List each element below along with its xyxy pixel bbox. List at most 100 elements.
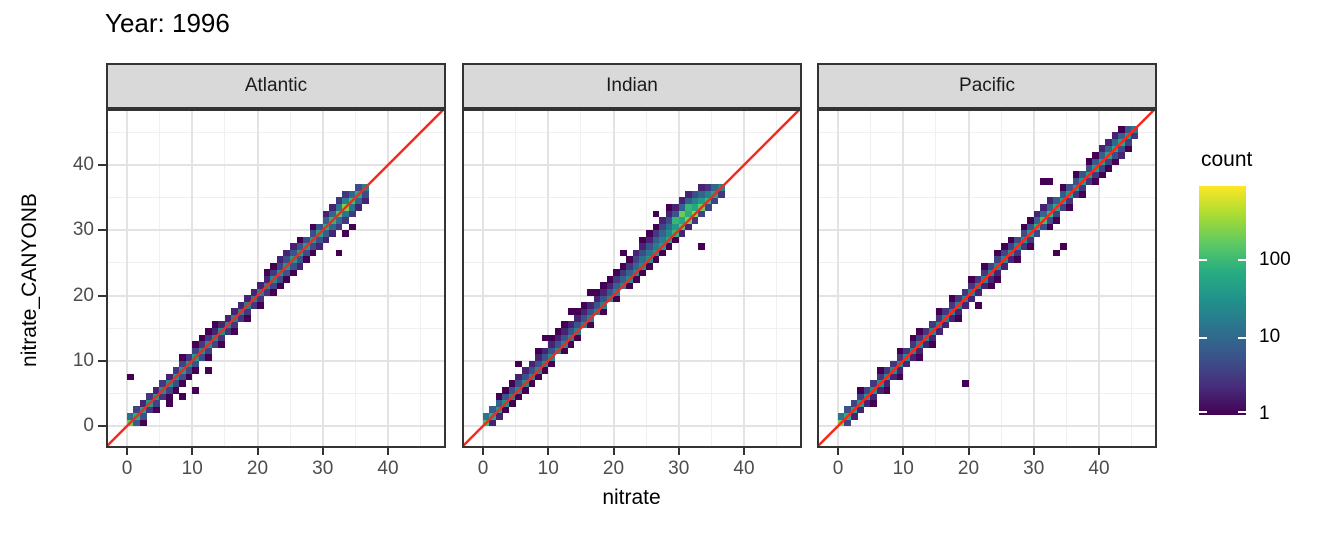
bin-cell [1131,125,1139,133]
x-tick-mark [677,448,680,455]
gridline-major-x [321,111,324,446]
bin-cell [192,386,199,394]
bin-cell [231,327,239,335]
gridline-minor-y [819,327,1155,329]
gridline-major-x [677,111,680,446]
bin-cell [698,243,705,250]
bin-cell [192,360,199,368]
bin-cell [348,210,356,218]
bin-cell [870,393,878,401]
gridline-major-y [464,164,800,166]
bin-cell [152,399,160,407]
x-tick-label: 0 [477,458,489,479]
legend-tick-mark [1238,411,1246,413]
bin-cell [955,308,963,316]
bin-cell [185,373,193,381]
gridline-major-x [387,111,389,446]
bin-cell [857,406,865,414]
y-tick-mark [98,425,106,427]
bin-cell [665,243,673,250]
bin-cell [1053,249,1060,257]
bin-cell [166,399,173,407]
legend-tick-mark [1238,336,1246,339]
x-tick-label: 20 [957,458,980,479]
bin-cell [489,419,497,427]
gridline-major-x [191,111,194,446]
bin-cell [322,236,330,244]
bin-cell [672,236,679,244]
bin-cell [205,367,212,374]
gridline-minor-x [354,111,356,446]
bin-cell [289,269,297,277]
bin-cell [329,230,336,237]
bin-cell [502,406,510,414]
bin-cell [1079,190,1087,198]
bin-cell [600,301,608,309]
bin-cell [218,341,225,348]
x-tick-mark [1098,448,1100,455]
bin-cell [587,321,595,329]
x-tick-label: 0 [121,458,133,479]
legend-title: count [1201,148,1253,171]
bin-cell [691,217,699,224]
x-tick-label: 40 [1088,458,1110,479]
x-tick-mark [1032,448,1035,455]
bin-cell [659,249,666,257]
bin-cell [522,386,529,394]
gridline-minor-y [464,131,800,133]
y-tick-mark [98,359,106,362]
y-tick-label: 10 [72,349,94,371]
y-tick-label: 20 [72,284,94,306]
gridline-minor-y [819,131,1155,133]
bin-cell [1014,256,1021,263]
bin-cell [711,197,719,205]
facet-strip-label: Atlantic [244,75,308,96]
facet-strip-label: Pacific [959,75,1015,96]
gridline-major-y [464,359,800,362]
bin-cell [685,223,692,231]
bin-cell [961,301,969,309]
y-tick-label: 0 [83,415,94,436]
y-axis-title: nitrate_CANYONB [18,193,41,367]
bin-cell [994,275,1002,283]
bin-cell [883,380,891,387]
facet-panel-indian [462,109,802,448]
bin-cell [587,314,595,322]
bin-cell [231,321,239,329]
bin-cell [1027,236,1034,244]
x-tick-label: 30 [668,458,690,479]
legend-tick-mark [1199,259,1207,261]
gridline-minor-y [464,197,800,199]
bin-cell [935,327,943,335]
bin-cell [355,204,363,211]
bin-cell [974,301,982,309]
gridline-minor-x [1131,111,1133,446]
bin-cell [548,354,555,361]
bin-cell [929,341,936,348]
x-tick-mark [967,448,970,455]
gridline-major-x [126,111,128,446]
bin-cell [916,354,923,361]
legend-tick-mark [1238,259,1246,261]
x-tick-label: 30 [1023,458,1045,479]
bin-cell [179,380,186,387]
bin-cell [844,419,852,427]
x-tick-label: 0 [832,458,844,479]
bin-cell [1053,217,1060,224]
gridline-major-y [108,425,444,427]
gridline-major-y [464,294,800,297]
bin-cell [257,295,265,303]
bin-cell [1027,243,1034,250]
x-tick-mark [387,448,389,455]
bin-cell [335,249,343,257]
gridline-minor-x [935,111,937,446]
bin-cell [632,275,640,283]
gridline-major-y [819,425,1155,427]
gridline-major-x [902,111,905,446]
facet-strip-label: Indian [606,75,658,96]
bin-cell [257,301,265,309]
bin-cell [1124,145,1132,153]
legend-tick-mark [1199,336,1207,339]
bin-cell [495,412,503,420]
